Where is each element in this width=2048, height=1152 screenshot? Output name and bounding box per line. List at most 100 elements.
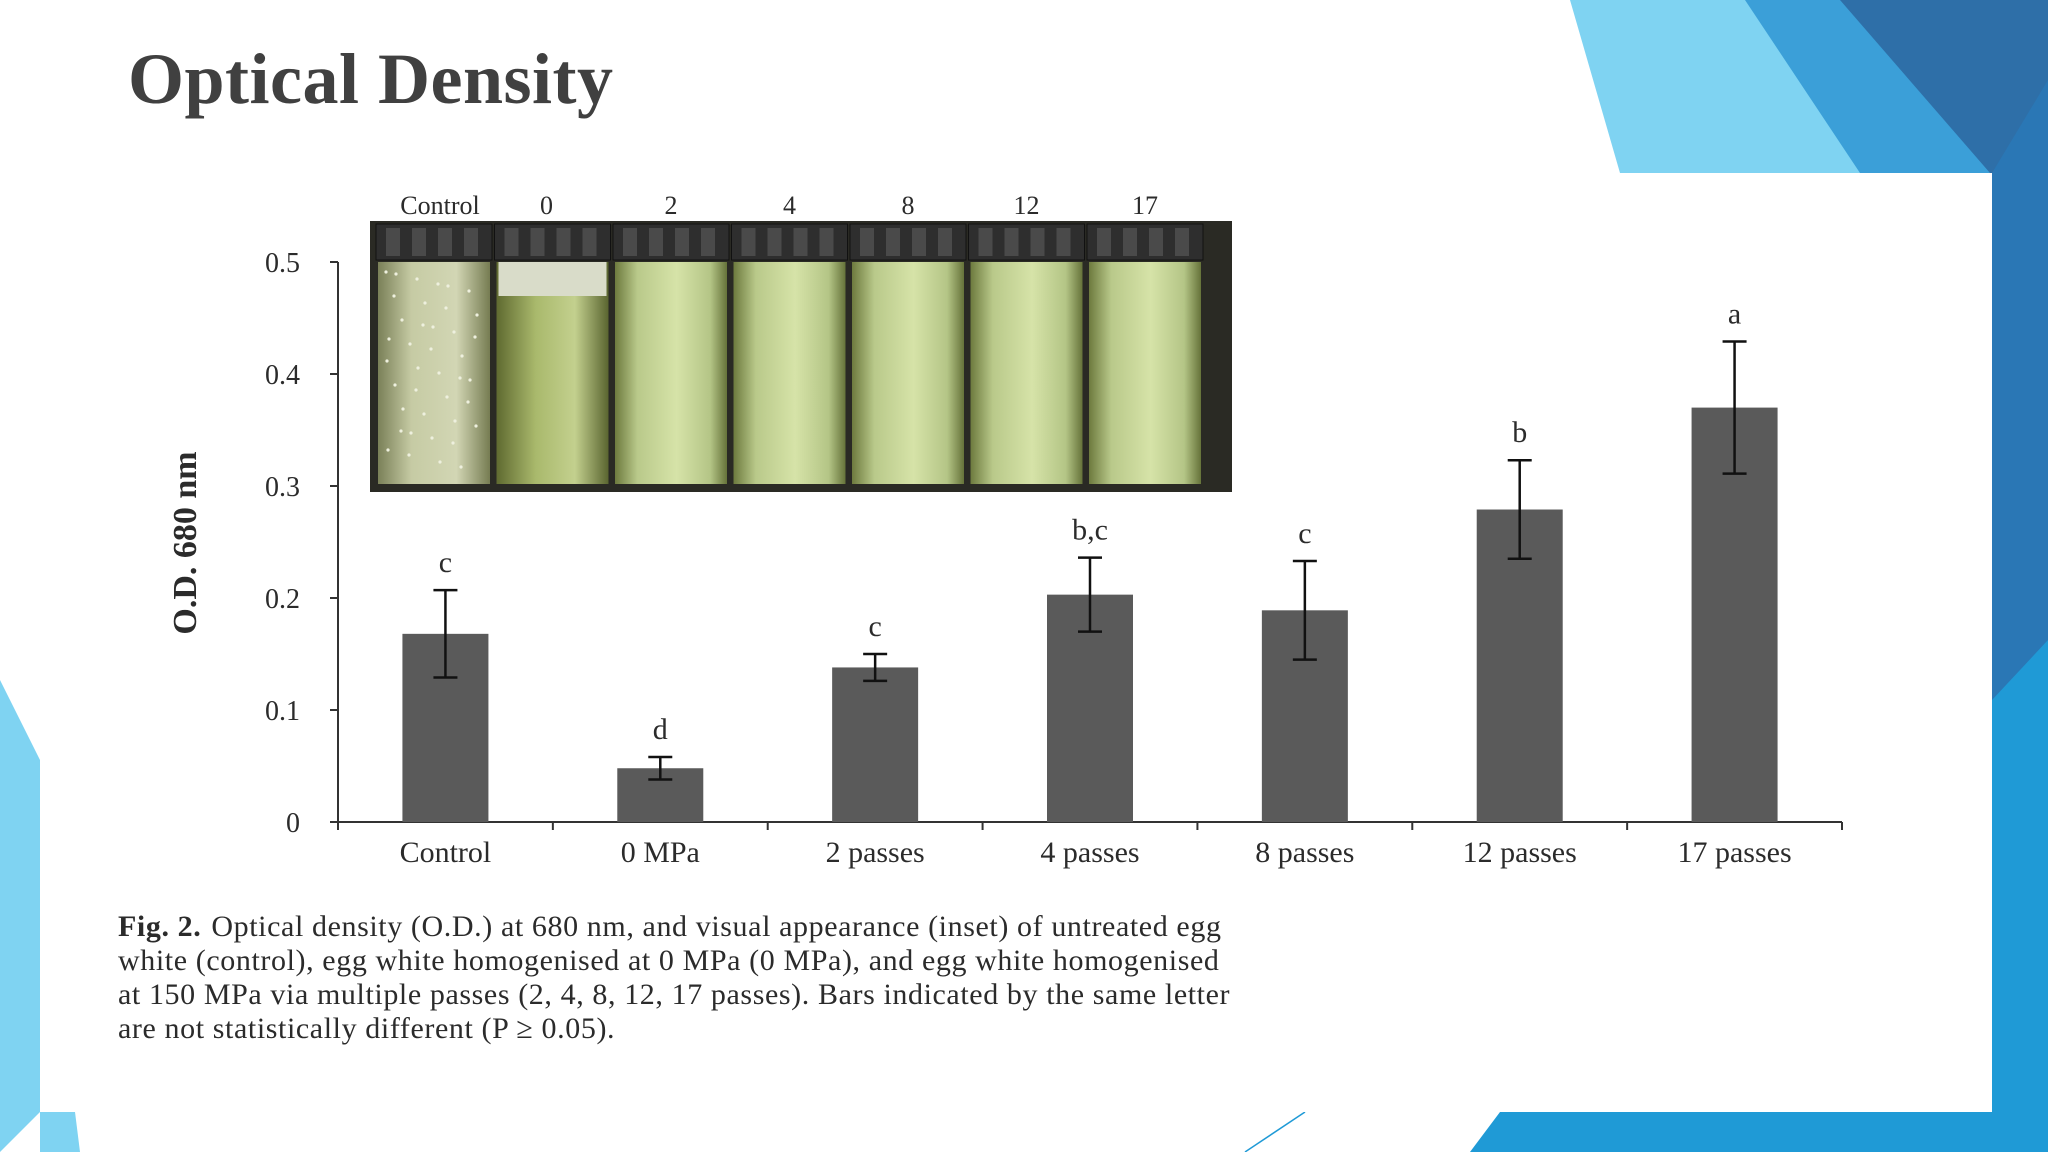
vial-speck — [452, 330, 456, 334]
vial-speck — [475, 313, 479, 317]
axes: 0 0.1 0.2 0.3 0.4 0.5 Control 0 MPa 2 passes 4 pa… — [265, 248, 1843, 869]
significance-label: b — [1512, 416, 1527, 449]
vial-speck — [436, 282, 440, 286]
inset-photo — [370, 221, 1232, 492]
vial-speck — [385, 359, 389, 363]
vial-body — [378, 262, 490, 484]
vial-speck — [446, 284, 450, 288]
vial-cap-ridge — [860, 228, 874, 256]
vial-speck — [394, 272, 398, 276]
vial-cap-ridge — [938, 228, 952, 256]
vial-cap-ridge — [1030, 228, 1045, 256]
x-tick-label: 17 passes — [1677, 836, 1791, 869]
caption-line-1: Fig. 2. Optical density (O.D.) at 680 nm,… — [118, 910, 1898, 944]
vial-cap-ridge — [386, 228, 400, 256]
significance-label: c — [439, 546, 452, 579]
vial-body — [852, 262, 964, 484]
inset-label: 0 — [540, 191, 553, 220]
significance-label: d — [653, 713, 668, 746]
vial-speck — [460, 354, 464, 358]
deco-shape-bottom-light — [40, 1112, 80, 1152]
vial-speck — [437, 371, 441, 375]
vial-speck — [386, 448, 390, 452]
vial-cap-ridge — [675, 228, 689, 256]
figure-label: Fig. 2. — [118, 910, 202, 943]
vial-speck — [416, 366, 420, 370]
vial-cap-ridge — [1175, 228, 1189, 256]
deco-line-bottom — [1244, 1111, 1306, 1152]
vial-speck — [451, 441, 455, 445]
error-bars — [433, 340, 1747, 781]
vial-cap-ridge — [649, 228, 663, 256]
x-tick-label: 8 passes — [1255, 836, 1354, 869]
vial-body — [496, 262, 609, 484]
vial-speck — [458, 376, 462, 380]
vial-cap-ridge — [438, 228, 452, 256]
significance-label: c — [1298, 517, 1311, 550]
vial-cap-ridge — [412, 228, 426, 256]
vial-cap-ridge — [701, 228, 715, 256]
vial-speck — [474, 424, 478, 428]
y-tick-label: 0.2 — [265, 584, 300, 615]
vial-speck — [414, 388, 418, 392]
inset-labels: Control 0 2 4 8 12 17 — [400, 191, 1158, 220]
vial-speck — [422, 412, 426, 416]
vial-speck — [407, 453, 411, 457]
vial-speck — [399, 429, 403, 433]
vial-speck — [392, 294, 396, 298]
vial-speck — [473, 335, 477, 339]
vial-speck — [401, 407, 405, 411]
vial-body — [733, 262, 846, 484]
figure-caption: Fig. 2. Optical density (O.D.) at 680 nm,… — [118, 910, 1898, 1046]
vial-group — [375, 223, 1204, 484]
vial-speck — [466, 400, 470, 404]
bar — [1691, 407, 1778, 822]
vial-cap-ridge — [793, 228, 808, 256]
caption-line-1-text: Optical density (O.D.) at 680 nm, and vi… — [211, 910, 1222, 943]
vial-cap-ridge — [504, 228, 519, 256]
significance-label: b,c — [1072, 514, 1108, 547]
x-tick-label: Control — [400, 836, 492, 869]
vial-speck — [467, 289, 471, 293]
slide-title: Optical Density — [128, 39, 614, 119]
y-tick-label: 0.3 — [265, 472, 300, 503]
vial-speck — [408, 342, 412, 346]
vial-cap-ridge — [886, 228, 900, 256]
vial-speck — [400, 318, 404, 322]
inset-label: 8 — [902, 191, 915, 220]
vial-cap-ridge — [741, 228, 756, 256]
vial-speck — [423, 301, 427, 305]
y-axis-label: O.D. 680 nm — [167, 451, 204, 634]
vial-speck — [468, 378, 472, 382]
vial-speck — [387, 337, 391, 341]
vial-foam — [498, 262, 607, 296]
deco-shape-right-edge-dark — [1992, 80, 2048, 700]
vial-cap-ridge — [1004, 228, 1019, 256]
vial-cap-ridge — [1097, 228, 1111, 256]
vial-cap-ridge — [464, 228, 478, 256]
vial-speck — [421, 323, 425, 327]
inset-label: 17 — [1132, 191, 1158, 220]
vial-speck — [430, 436, 434, 440]
bar — [832, 667, 919, 822]
vial-cap-ridge — [556, 228, 571, 256]
vial-body — [970, 262, 1083, 484]
vial-speck — [431, 325, 435, 329]
inset-label: 12 — [1014, 191, 1040, 220]
significance-label: a — [1728, 298, 1741, 331]
inset-label: Control — [400, 191, 479, 220]
caption-line-3: at 150 MPa via multiple passes (2, 4, 8,… — [118, 978, 1231, 1011]
vial-cap-ridge — [623, 228, 637, 256]
y-tick-label: 0.1 — [265, 696, 300, 727]
x-tick-label: 0 MPa — [621, 836, 700, 869]
y-tick-label: 0.4 — [265, 360, 300, 391]
vial-speck — [438, 460, 442, 464]
vial-cap-ridge — [582, 228, 597, 256]
vial-speck — [415, 277, 419, 281]
vial-cap-ridge — [819, 228, 834, 256]
vial-speck — [453, 419, 457, 423]
vial-body — [1089, 262, 1201, 484]
significance-labels: c d c b,c c b a — [439, 298, 1741, 747]
